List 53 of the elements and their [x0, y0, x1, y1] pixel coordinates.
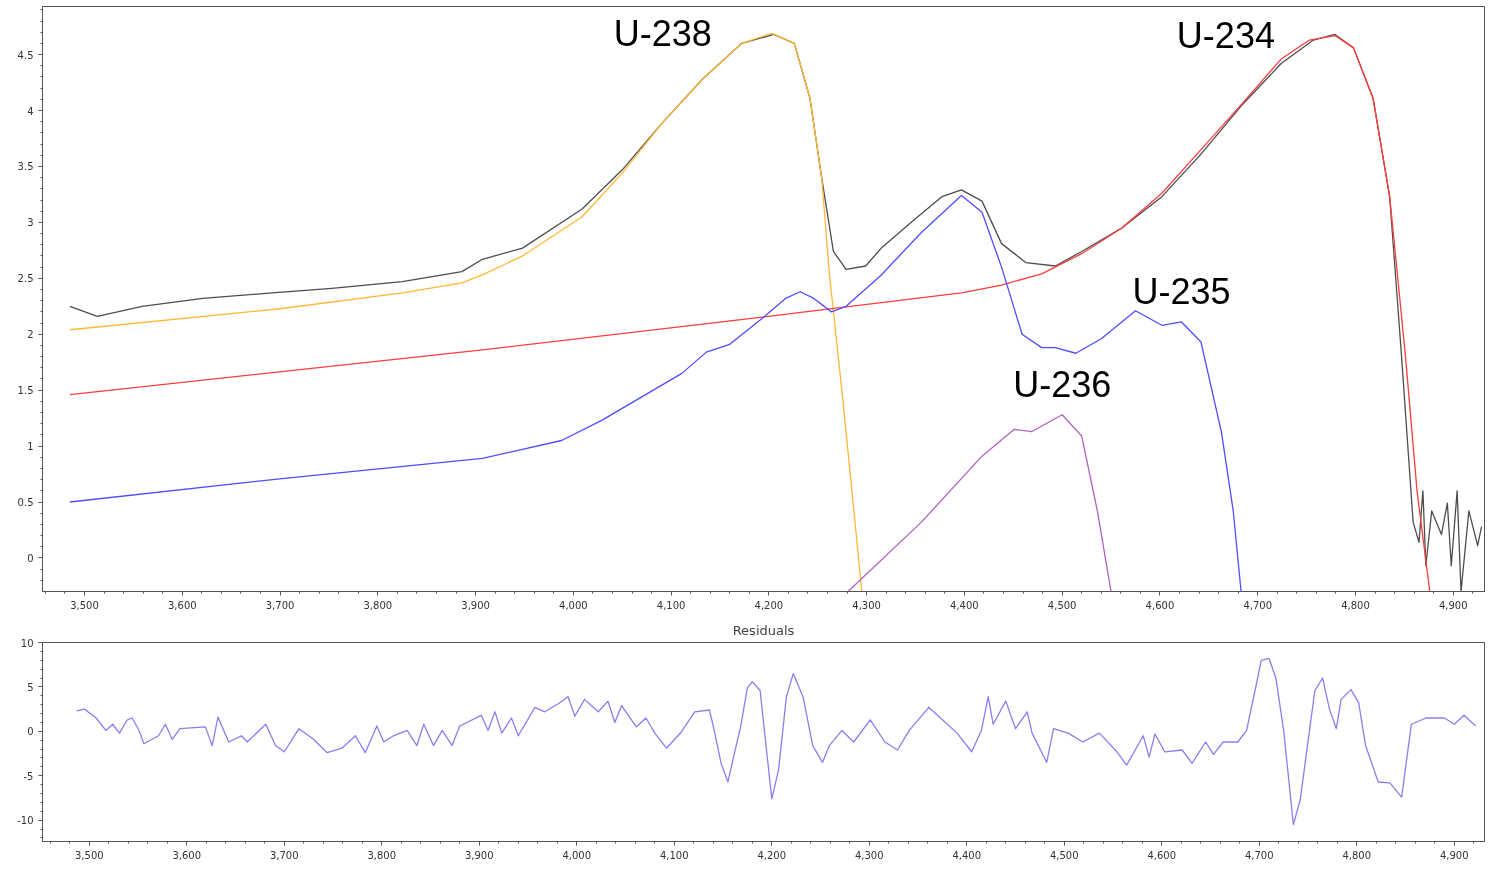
chart-title: Residuals: [732, 622, 795, 638]
x-tick-label: 4,000: [559, 599, 588, 611]
line-series: [75, 657, 1477, 826]
x-tick-label: 4,900: [1439, 849, 1469, 861]
x-tick-label: 3,900: [461, 599, 490, 611]
line-series: [69, 194, 1242, 592]
x-tick-label: 4,300: [852, 599, 881, 611]
x-tick-label: 4,200: [754, 599, 784, 611]
y-tick-label: -10: [17, 815, 34, 827]
y-tick-label: 0: [27, 552, 34, 564]
x-tick-label: 4,800: [1342, 849, 1372, 861]
x-tick-label: 4,600: [1145, 599, 1175, 611]
x-tick-label: 3,700: [265, 599, 295, 611]
x-tick-label: 4,500: [1049, 849, 1079, 861]
y-tick-label: 2.5: [17, 273, 34, 285]
y-tick-label: 1.5: [17, 385, 34, 397]
x-tick-label: 4,000: [562, 849, 592, 861]
x-tick-label: 4,100: [659, 849, 689, 861]
x-tick-label: 4,300: [854, 849, 884, 861]
x-tick-label: 4,700: [1244, 849, 1274, 861]
y-tick-label: 0.5: [17, 497, 34, 509]
x-tick-label: 3,500: [74, 849, 104, 861]
y-tick-label: 0: [27, 726, 34, 738]
x-tick-label: 4,900: [1438, 599, 1468, 611]
y-tick-label: -5: [23, 770, 34, 782]
y-tick-label: 10: [20, 637, 34, 649]
x-tick-label: 3,800: [363, 599, 393, 611]
x-tick-label: 3,800: [367, 849, 397, 861]
y-tick-label: 5: [27, 681, 34, 693]
x-tick-label: 4,400: [952, 849, 982, 861]
x-tick-label: 3,900: [464, 849, 494, 861]
x-tick-label: 4,700: [1243, 599, 1273, 611]
x-tick-label: 3,600: [172, 849, 202, 861]
x-tick-label: 4,800: [1341, 599, 1370, 611]
y-tick-label: 3.5: [17, 161, 34, 173]
series-label: U-238: [613, 12, 712, 54]
x-tick-label: 4,600: [1147, 849, 1177, 861]
x-tick-label: 4,500: [1047, 599, 1077, 611]
series-label: U-236: [1013, 363, 1112, 405]
x-tick-label: 3,500: [70, 599, 99, 611]
series-label: U-234: [1176, 15, 1275, 57]
x-tick-label: 4,100: [656, 599, 686, 611]
x-tick-label: 3,700: [269, 849, 299, 861]
y-tick-label: 4: [27, 105, 34, 117]
y-tick-label: 1: [27, 441, 34, 453]
line-series: [847, 414, 1112, 592]
x-tick-label: 4,400: [950, 599, 979, 611]
x-tick-label: 3,600: [167, 599, 197, 611]
series-label: U-235: [1132, 270, 1231, 312]
y-tick-label: 3: [27, 217, 34, 229]
x-tick-label: 4,200: [757, 849, 787, 861]
y-tick-label: 4.5: [17, 49, 34, 61]
y-tick-label: 2: [27, 329, 34, 341]
